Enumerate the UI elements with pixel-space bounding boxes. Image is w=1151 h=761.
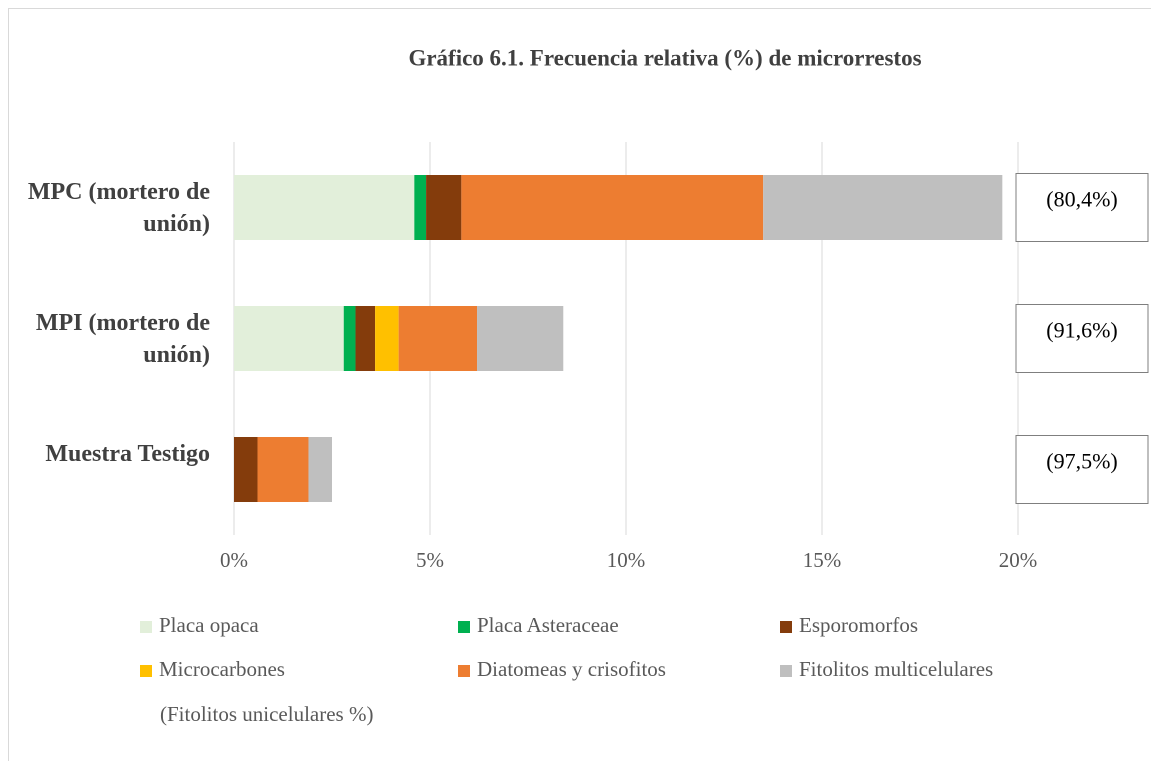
annotation: (91,6%)	[1046, 318, 1117, 343]
legend-swatch	[140, 621, 152, 633]
legend-swatch	[458, 665, 470, 677]
annotation: (97,5%)	[1046, 449, 1117, 474]
bar-segment	[398, 306, 478, 371]
bar-segment	[308, 437, 332, 502]
bar-segment	[234, 437, 258, 502]
legend-label: Fitolitos multicelulares	[799, 657, 993, 681]
legend-label: Diatomeas y crisofitos	[477, 657, 666, 681]
x-tick-label: 0%	[220, 548, 248, 572]
bar-segment	[234, 175, 415, 240]
bar-segment	[461, 175, 764, 240]
legend-swatch	[458, 621, 470, 633]
legend-label: Esporomorfos	[799, 613, 918, 637]
x-tick-label: 10%	[607, 548, 646, 572]
legend-swatch	[140, 665, 152, 677]
annotation-box	[1015, 173, 1149, 242]
annotation-box	[1015, 304, 1149, 373]
x-tick-label: 5%	[416, 548, 444, 572]
bar-segment	[763, 175, 1003, 240]
bar-segment	[343, 306, 356, 371]
chart-title: Gráfico 6.1. Frecuencia relativa (%) de …	[408, 45, 921, 70]
annotation: (80,4%)	[1046, 187, 1117, 212]
legend-label: Placa opaca	[159, 613, 259, 637]
legend-note: (Fitolitos unicelulares %)	[160, 702, 373, 726]
category-label: MPC (mortero de unión)	[27, 178, 210, 237]
bar-segment	[355, 306, 376, 371]
bar-segment	[257, 437, 309, 502]
bar-segment	[375, 306, 399, 371]
bar-segment	[414, 175, 427, 240]
chart-frame	[8, 8, 1151, 761]
legend-swatch	[780, 621, 792, 633]
x-tick-label: 15%	[803, 548, 842, 572]
bar-segment	[477, 306, 564, 371]
legend-label: Placa Asteraceae	[477, 613, 619, 637]
bar-segment	[426, 175, 462, 240]
category-label: Muestra Testigo	[45, 440, 210, 467]
bar-segment	[234, 306, 344, 371]
legend-swatch	[780, 665, 792, 677]
x-tick-label: 20%	[999, 548, 1038, 572]
legend-label: Microcarbones	[159, 657, 285, 681]
category-label: MPI (mortero de unión)	[35, 309, 210, 368]
annotation-box	[1015, 435, 1149, 504]
